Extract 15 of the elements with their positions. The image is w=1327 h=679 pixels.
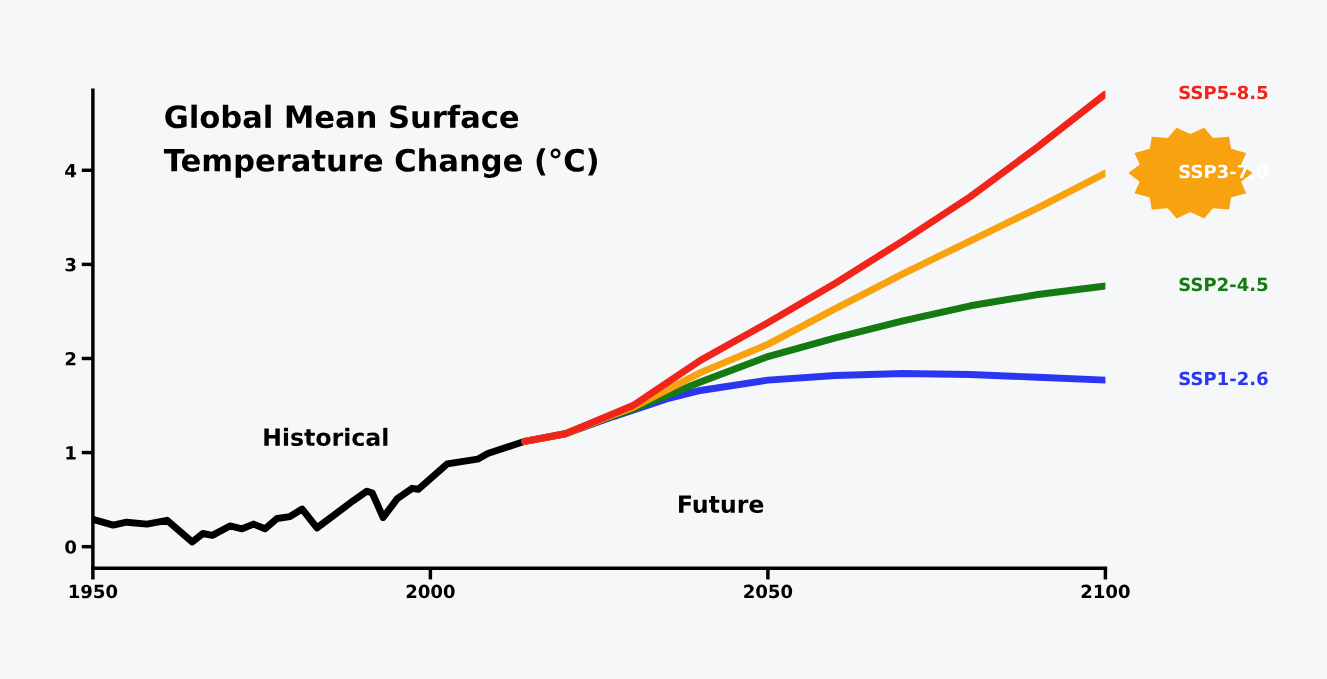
x-tick-label: 1950 bbox=[69, 584, 118, 599]
y-tick-label: 4 bbox=[65, 163, 77, 178]
y-tick-label: 3 bbox=[65, 257, 76, 272]
x-tick-label: 2100 bbox=[1081, 584, 1130, 599]
y-tick-label: 0 bbox=[65, 540, 77, 554]
x-tick-label: 2000 bbox=[406, 584, 455, 599]
y-tick-label: 2 bbox=[65, 351, 76, 366]
y-tick-label: 1 bbox=[66, 446, 76, 460]
text: SSP2-4.5 bbox=[1179, 277, 1268, 292]
text: SSP1-2.6 bbox=[1179, 371, 1268, 386]
x-tick-label: 2050 bbox=[744, 584, 793, 599]
annotation: Future bbox=[679, 495, 764, 514]
text: SSP5-8.5 bbox=[1179, 85, 1268, 100]
annotation: Historical bbox=[264, 427, 388, 447]
text: Global Mean Surface Temperature Change (°C) bbox=[163, 104, 597, 178]
